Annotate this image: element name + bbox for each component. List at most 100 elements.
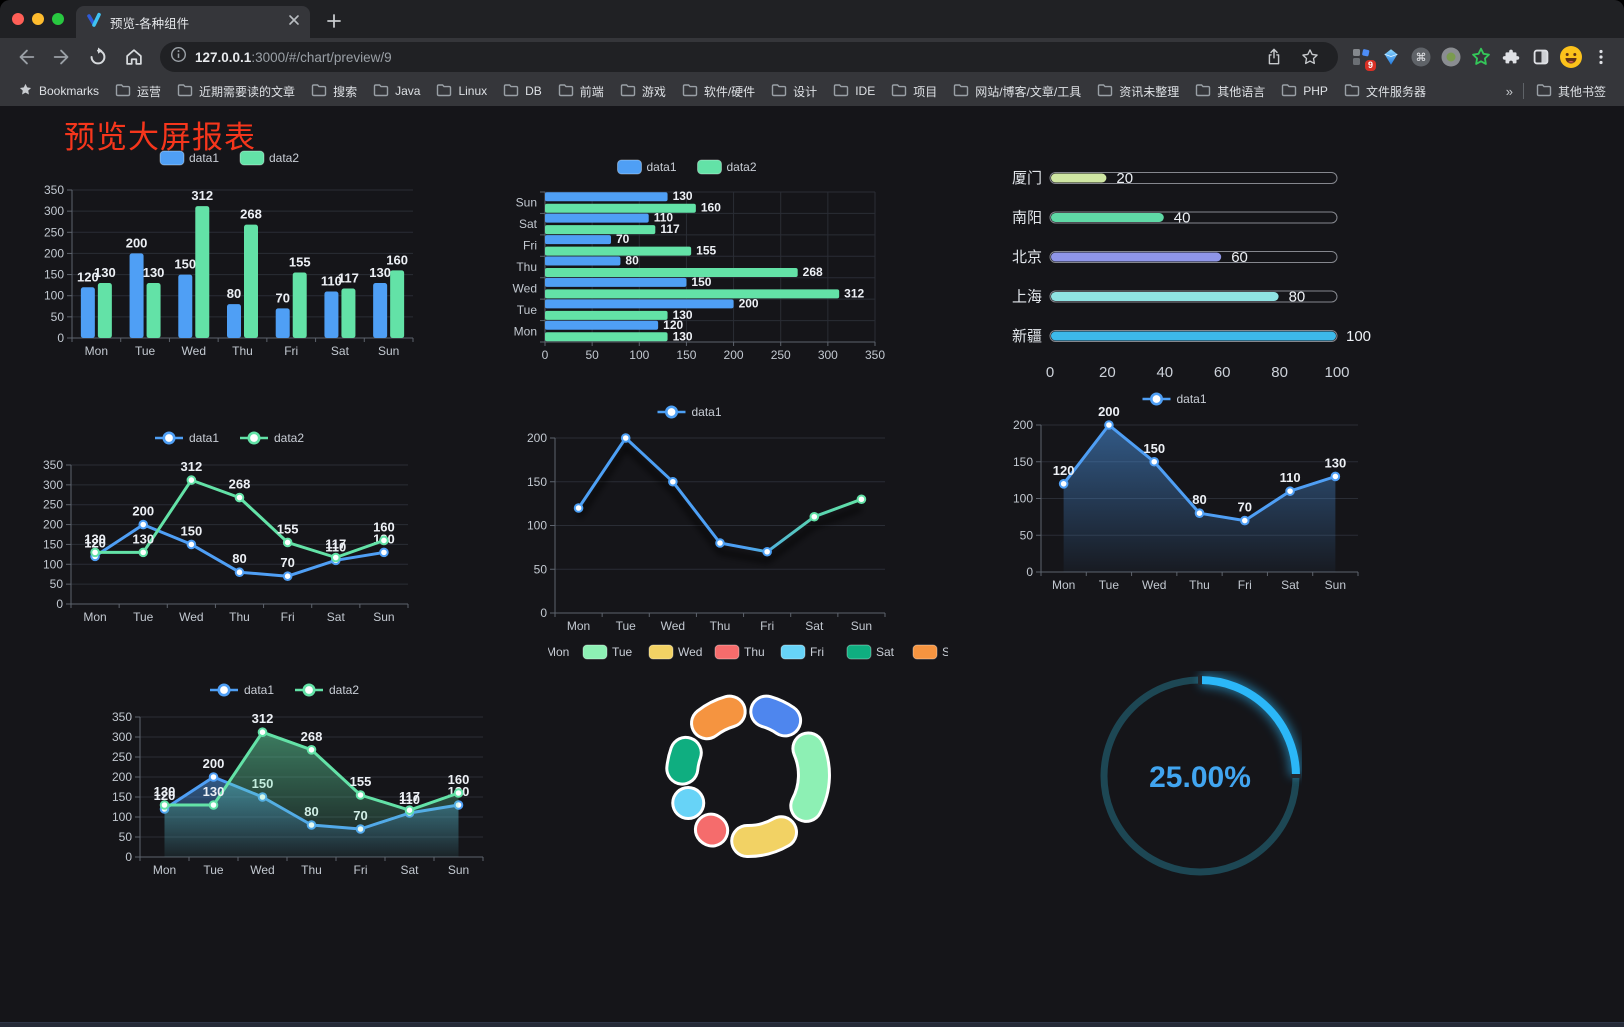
svg-text:130: 130 bbox=[673, 308, 693, 322]
folder-icon bbox=[891, 83, 907, 100]
bookmark-folder-12[interactable]: 网站/博客/文章/工具 bbox=[945, 79, 1089, 103]
bookmark-folder-0[interactable]: 运营 bbox=[107, 79, 169, 103]
svg-text:50: 50 bbox=[1020, 528, 1034, 542]
bookmark-label: 设计 bbox=[793, 84, 818, 99]
svg-text:⌘: ⌘ bbox=[1416, 52, 1427, 64]
new-tab-button[interactable] bbox=[322, 9, 346, 33]
bookmark-folder-11[interactable]: 项目 bbox=[883, 79, 945, 103]
svg-text:160: 160 bbox=[701, 201, 721, 215]
svg-text:110: 110 bbox=[399, 792, 420, 807]
profile-avatar[interactable] bbox=[1556, 42, 1586, 72]
svg-text:117: 117 bbox=[660, 222, 680, 236]
chart-progress-bars: 厦门 20 南阳 40 北京 60 上海 80 新疆 100 0 20 40 60 80 100 bbox=[990, 153, 1390, 398]
svg-text:Wed: Wed bbox=[179, 610, 203, 624]
svg-text:0: 0 bbox=[1026, 565, 1033, 579]
svg-text:Wed: Wed bbox=[1142, 578, 1166, 592]
bookmark-folder-4[interactable]: Linux bbox=[428, 79, 495, 103]
chart-gauge: 25.00% bbox=[1098, 671, 1303, 881]
bookmark-label: 运营 bbox=[137, 84, 162, 99]
svg-text:0: 0 bbox=[57, 331, 64, 345]
share-icon[interactable] bbox=[1259, 42, 1289, 72]
svg-text:Mon: Mon bbox=[1052, 578, 1075, 592]
svg-text:Sun: Sun bbox=[378, 344, 399, 358]
bookmarks-root[interactable]: Bookmarks bbox=[10, 79, 107, 103]
svg-text:130: 130 bbox=[1325, 455, 1347, 470]
svg-text:120: 120 bbox=[77, 269, 99, 284]
close-window-button[interactable] bbox=[12, 13, 24, 25]
svg-text:60: 60 bbox=[1231, 249, 1248, 266]
svg-text:70: 70 bbox=[280, 555, 294, 570]
site-info-icon[interactable] bbox=[170, 46, 187, 68]
bookmark-label: IDE bbox=[855, 84, 876, 98]
svg-text:Fri: Fri bbox=[760, 619, 774, 633]
svg-text:Sat: Sat bbox=[876, 645, 895, 659]
bookmark-label: 前端 bbox=[579, 84, 604, 99]
other-bookmarks-folder[interactable]: 其他书签 bbox=[1528, 79, 1614, 103]
svg-text:Mon: Mon bbox=[83, 610, 106, 624]
svg-text:200: 200 bbox=[43, 518, 63, 532]
svg-text:50: 50 bbox=[50, 577, 64, 591]
bookmarks-overflow-chevron[interactable]: » bbox=[1505, 83, 1513, 99]
browser-menu-icon[interactable] bbox=[1586, 42, 1616, 72]
zoom-window-button[interactable] bbox=[52, 13, 64, 25]
svg-text:70: 70 bbox=[1238, 500, 1252, 515]
folder-icon bbox=[177, 83, 193, 100]
bookmark-folder-16[interactable]: 文件服务器 bbox=[1336, 79, 1434, 103]
bookmark-folder-13[interactable]: 资讯未整理 bbox=[1089, 79, 1187, 103]
tab-search-square-icon[interactable] bbox=[1526, 42, 1556, 72]
bookmarks-bar: Bookmarks 运营 近期需要读的文章 搜索 Java Linux DB 前端 游戏 软件/硬… bbox=[0, 76, 1624, 106]
bookmark-folder-14[interactable]: 其他语言 bbox=[1187, 79, 1273, 103]
extensions-puzzle-icon[interactable] bbox=[1496, 42, 1526, 72]
extension-record-icon[interactable] bbox=[1436, 42, 1466, 72]
extension-diamond-icon[interactable] bbox=[1376, 42, 1406, 72]
extension-green-star-icon[interactable] bbox=[1466, 42, 1496, 72]
forward-button[interactable] bbox=[47, 42, 77, 72]
bookmark-folder-8[interactable]: 软件/硬件 bbox=[674, 79, 763, 103]
folder-icon bbox=[558, 83, 574, 100]
svg-text:350: 350 bbox=[43, 458, 63, 472]
svg-text:70: 70 bbox=[275, 290, 289, 305]
svg-text:150: 150 bbox=[527, 475, 547, 489]
reload-button[interactable] bbox=[83, 42, 113, 72]
extension-blocks-icon[interactable]: 9 bbox=[1346, 42, 1376, 72]
svg-text:200: 200 bbox=[132, 504, 154, 519]
back-button[interactable] bbox=[11, 42, 41, 72]
bookmark-folder-10[interactable]: IDE bbox=[825, 79, 883, 103]
tab-close-icon[interactable] bbox=[288, 13, 300, 31]
page-content: 预览大屏报表 data1 data2 0 50 100 150 200 250 300 350 Mo… bbox=[0, 106, 1624, 1027]
browser-tab[interactable]: 预览-各种组件 bbox=[76, 6, 310, 38]
address-bar[interactable]: 127.0.0.1:3000/#/chart/preview/9 bbox=[160, 42, 1338, 72]
folder-icon bbox=[953, 83, 969, 100]
svg-text:300: 300 bbox=[818, 348, 838, 362]
bookmark-folder-3[interactable]: Java bbox=[365, 79, 428, 103]
bookmark-folder-6[interactable]: 前端 bbox=[550, 79, 612, 103]
bookmark-folder-1[interactable]: 近期需要读的文章 bbox=[169, 79, 303, 103]
bookmark-folder-5[interactable]: DB bbox=[495, 79, 550, 103]
svg-text:北京: 北京 bbox=[1012, 249, 1042, 266]
bookmark-folder-9[interactable]: 设计 bbox=[763, 79, 825, 103]
svg-text:Sat: Sat bbox=[327, 610, 346, 624]
svg-text:上海: 上海 bbox=[1012, 289, 1042, 306]
bookmark-folder-7[interactable]: 游戏 bbox=[612, 79, 674, 103]
svg-text:150: 150 bbox=[1143, 441, 1165, 456]
minimize-window-button[interactable] bbox=[32, 13, 44, 25]
tab-title: 预览-各种组件 bbox=[110, 16, 190, 31]
home-button[interactable] bbox=[119, 42, 149, 72]
svg-text:110: 110 bbox=[325, 539, 346, 554]
bookmark-star-icon[interactable] bbox=[1295, 42, 1325, 72]
svg-text:南阳: 南阳 bbox=[1012, 210, 1042, 227]
bookmark-label: 搜索 bbox=[333, 84, 358, 99]
svg-text:Thu: Thu bbox=[1189, 578, 1210, 592]
svg-text:130: 130 bbox=[143, 265, 165, 280]
folder-icon bbox=[373, 83, 389, 100]
svg-text:155: 155 bbox=[289, 254, 311, 269]
bookmark-label: DB bbox=[525, 84, 542, 98]
extension-command-icon[interactable]: ⌘ bbox=[1406, 42, 1436, 72]
bookmarks-star-icon bbox=[18, 82, 33, 100]
bookmark-label: Java bbox=[395, 84, 421, 98]
bookmark-folder-2[interactable]: 搜索 bbox=[303, 79, 365, 103]
svg-text:Fri: Fri bbox=[354, 863, 368, 877]
svg-text:data1: data1 bbox=[1177, 392, 1207, 406]
bookmark-folder-15[interactable]: PHP bbox=[1273, 79, 1336, 103]
svg-text:130: 130 bbox=[94, 265, 116, 280]
